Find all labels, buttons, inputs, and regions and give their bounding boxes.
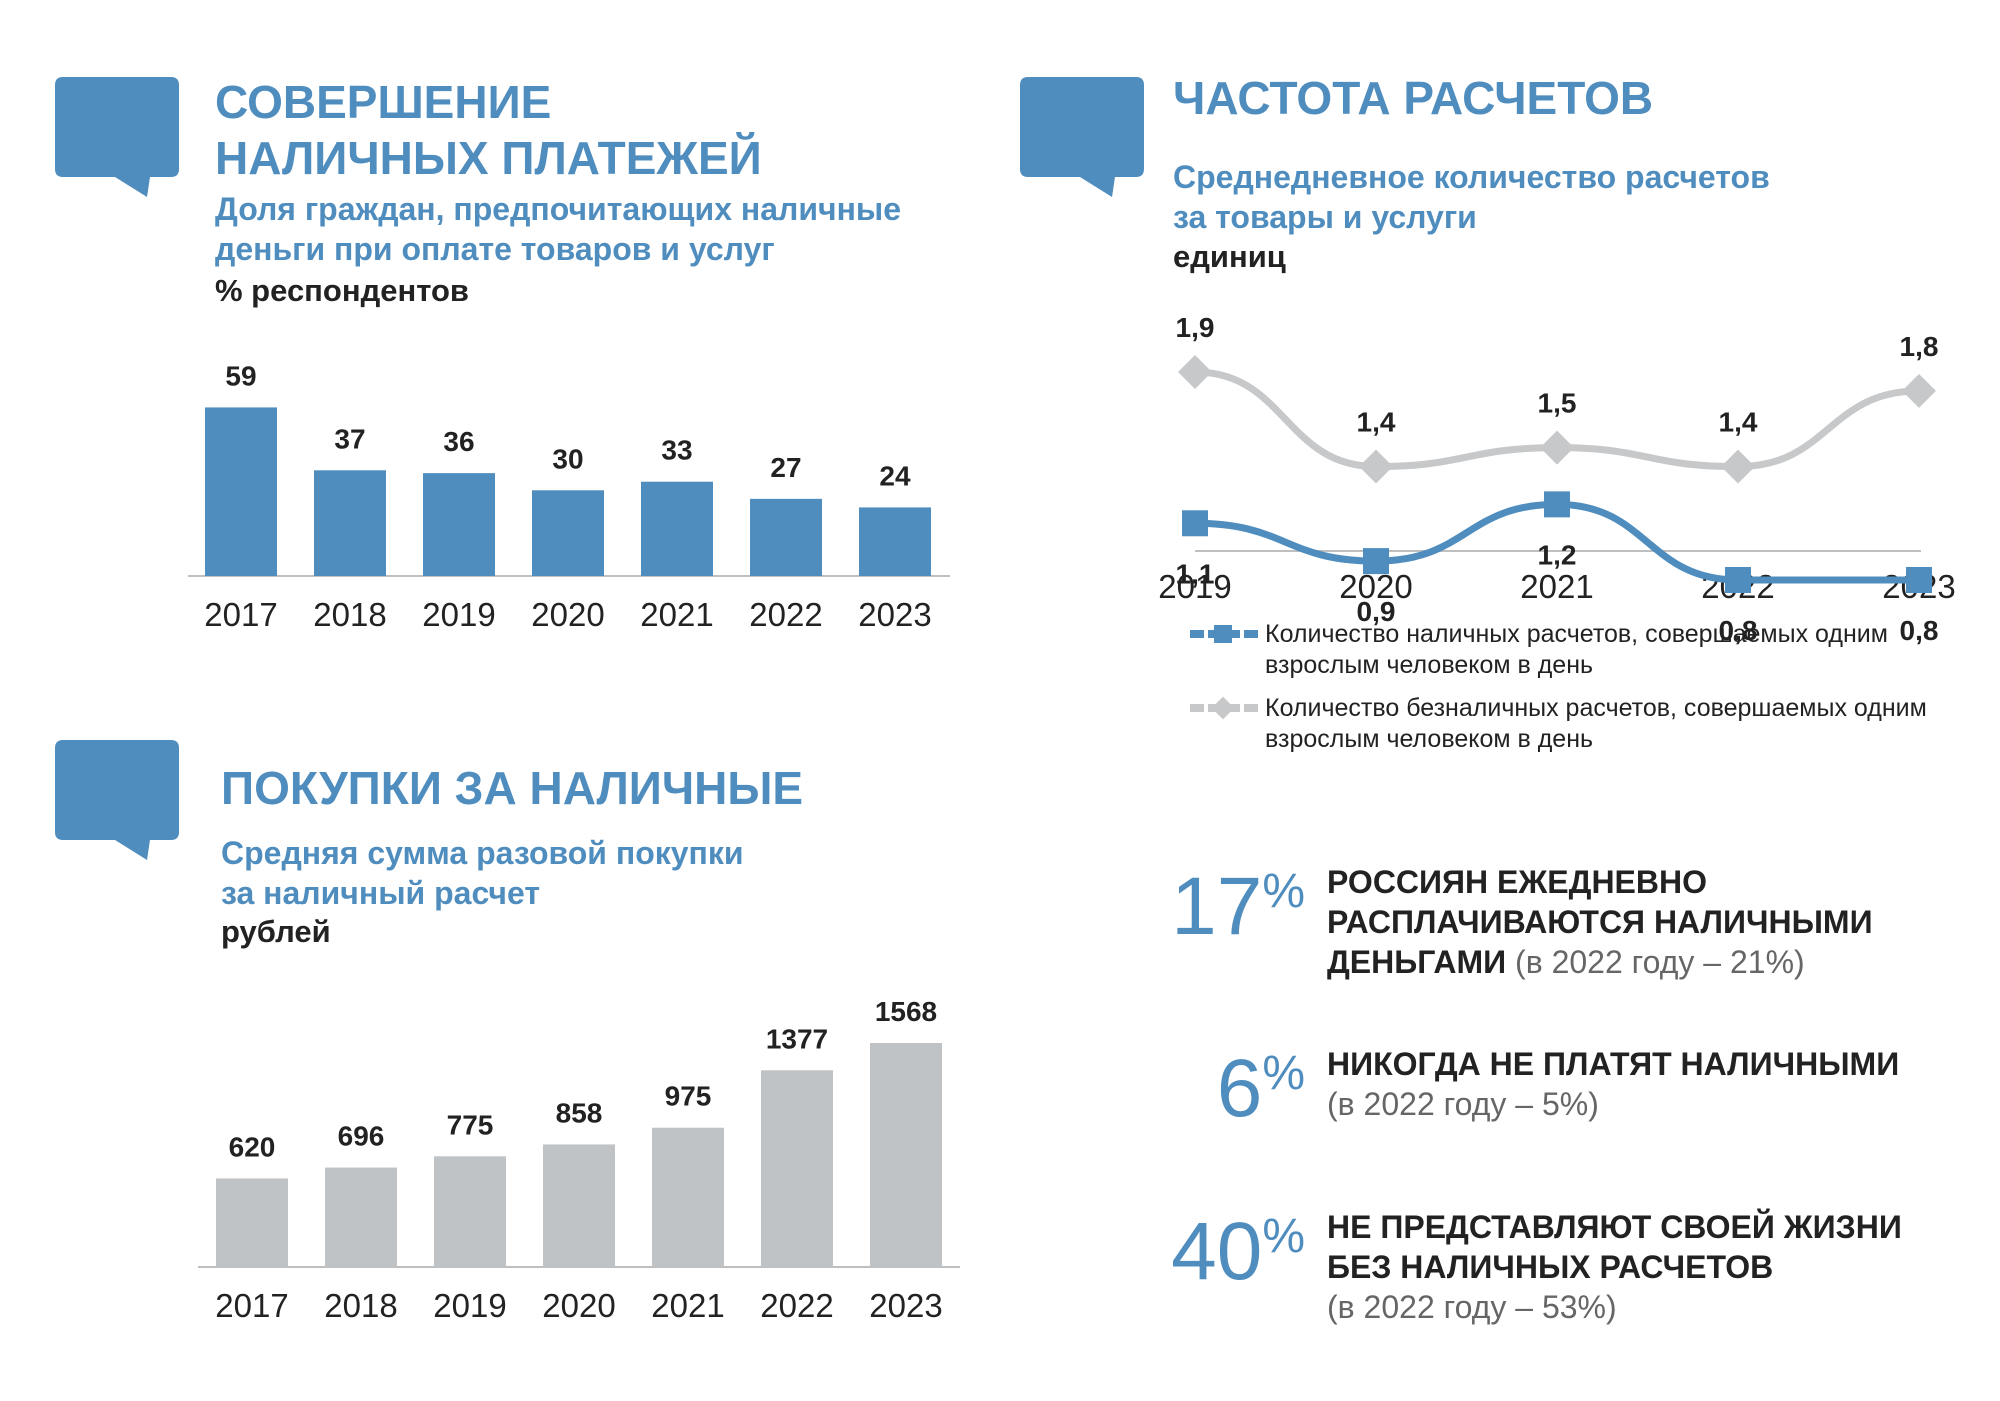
bar-2023: [859, 507, 931, 576]
cashless-value-label: 1,8: [1900, 331, 1939, 362]
bar-value-label: 24: [879, 460, 911, 491]
frequency-unit: единиц: [1173, 239, 1286, 274]
bar-value-label: 858: [556, 1097, 603, 1128]
bar-2021: [641, 481, 713, 576]
bar-2022: [750, 498, 822, 576]
frequency-subtitle: Среднедневное количество расчетов за тов…: [1173, 159, 1770, 235]
cash-value-label: 1,1: [1176, 558, 1215, 589]
cash-value-label: 0,8: [1719, 615, 1758, 646]
cash-payments-title: СОВЕРШЕНИЕ НАЛИЧНЫХ ПЛАТЕЖЕЙ: [215, 76, 762, 184]
cashless-point-marker: [1721, 449, 1755, 484]
cash-value-label: 0,9: [1357, 596, 1396, 627]
cash-purchases-bar-chart: 620 2017 696 2018 775 2019 858 2020 975 2021 1377 2…: [198, 996, 960, 1324]
cashless-point-marker: [1540, 430, 1574, 465]
stat-note: (в 2022 году – 5%): [1327, 1086, 1599, 1122]
x-tick-label: 2021: [1520, 568, 1593, 605]
cashless-value-label: 1,4: [1357, 407, 1396, 438]
stat-note: (в 2022 году – 21%): [1515, 944, 1805, 980]
x-tick-label: 2020: [542, 1287, 615, 1324]
x-tick-label: 2017: [204, 596, 277, 633]
bar-value-label: 1377: [766, 1023, 828, 1054]
stat-cannot-live-without-cash: 40% НЕ ПРЕДСТАВЛЯЮТ СВОЕЙ ЖИЗНИ БЕЗ НАЛИ…: [1140, 1207, 1960, 1337]
bar-value-label: 30: [552, 443, 583, 474]
stat-number: 6%: [1216, 1043, 1305, 1134]
stat-text: НЕ ПРЕДСТАВЛЯЮТ СВОЕЙ ЖИЗНИ БЕЗ НАЛИЧНЫХ…: [1327, 1209, 1902, 1285]
speech-bubble-icon: [1020, 77, 1144, 197]
speech-bubble-icon: [55, 740, 179, 860]
bar-2020: [532, 490, 604, 576]
bar-2021: [652, 1127, 724, 1267]
cash-value-label: 0,8: [1900, 615, 1939, 646]
stat-text: НИКОГДА НЕ ПЛАТЯТ НАЛИЧНЫМИ: [1327, 1046, 1900, 1082]
cash-point-marker: [1906, 567, 1932, 593]
legend-item-cash: Количество наличных расчетов, совершаемы…: [1188, 619, 1948, 681]
bar-2017: [205, 407, 277, 576]
stat-number: 40%: [1171, 1206, 1305, 1297]
legend-label-cash: Количество наличных расчетов, совершаемы…: [1265, 620, 1888, 679]
x-tick-label: 2020: [531, 596, 604, 633]
bar-2022: [761, 1070, 833, 1267]
cash-payments-subtitle: Доля граждан, предпочитающих наличные де…: [215, 191, 902, 267]
cash-point-marker: [1544, 491, 1570, 518]
stat-text: РОССИЯН ЕЖЕДНЕВНО РАСПЛАЧИВАЮТСЯ НАЛИЧНЫ…: [1327, 864, 1873, 980]
legend-item-cashless: Количество безналичных расчетов, соверша…: [1188, 693, 1948, 755]
cash-point-marker: [1725, 567, 1751, 593]
legend-label-cashless: Количество безналичных расчетов, соверша…: [1265, 694, 1927, 753]
bar-value-label: 37: [334, 423, 365, 454]
stat-never-cash: 6% НИКОГДА НЕ ПЛАТЯТ НАЛИЧНЫМИ (в 2022 го…: [1140, 1044, 1960, 1174]
cash-point-marker: [1363, 548, 1389, 575]
bar-2017: [216, 1178, 288, 1267]
cashless-point-marker: [1359, 449, 1393, 484]
x-tick-label: 2023: [869, 1287, 942, 1324]
cash-payments-bar-chart: 59 2017 37 2018 36 2019 30 2020 33 2021 27 2022 24 20…: [188, 360, 950, 633]
frequency-line-chart: 201920202021202220231,91,41,51,41,81,10,…: [1158, 312, 1955, 646]
bar-value-label: 775: [447, 1109, 494, 1140]
frequency-legend: Количество наличных расчетов, совершаемы…: [1188, 619, 1948, 755]
x-tick-label: 2019: [422, 596, 495, 633]
bar-2023: [870, 1043, 942, 1267]
x-tick-label: 2022: [749, 596, 822, 633]
x-tick-label: 2017: [215, 1287, 288, 1324]
x-tick-label: 2018: [324, 1287, 397, 1324]
bar-value-label: 620: [229, 1131, 276, 1162]
cash-point-marker: [1182, 510, 1208, 537]
stat-daily-cash: 17% РОССИЯН ЕЖЕДНЕВНО РАСПЛАЧИВАЮТСЯ НАЛ…: [1140, 862, 1960, 992]
x-tick-label: 2019: [433, 1287, 506, 1324]
bar-value-label: 27: [770, 452, 801, 483]
x-tick-label: 2023: [858, 596, 931, 633]
cash-purchases-subtitle: Средняя сумма разовой покупки за наличны…: [221, 835, 744, 911]
stat-note: (в 2022 году – 53%): [1327, 1289, 1617, 1325]
bar-2018: [314, 470, 386, 576]
bar-value-label: 59: [225, 360, 256, 391]
cashless-value-label: 1,5: [1538, 388, 1577, 419]
cash-payments-unit: % респондентов: [215, 273, 469, 308]
cashless-value-label: 1,9: [1176, 312, 1215, 343]
cash-purchases-title: ПОКУПКИ ЗА НАЛИЧНЫЕ: [221, 762, 804, 814]
stat-number: 17%: [1171, 861, 1305, 952]
cashless-point-marker: [1178, 355, 1212, 389]
bar-value-label: 36: [443, 426, 474, 457]
bar-value-label: 975: [665, 1081, 712, 1112]
x-tick-label: 2018: [313, 596, 386, 633]
bar-2019: [423, 473, 495, 576]
legend-diamond-marker-icon: [1190, 697, 1258, 719]
bar-2019: [434, 1156, 506, 1267]
bar-2018: [325, 1167, 397, 1267]
x-tick-label: 2021: [651, 1287, 724, 1324]
cashless-point-marker: [1902, 373, 1936, 408]
x-tick-label: 2020: [1339, 568, 1412, 605]
bar-value-label: 1568: [875, 996, 937, 1027]
x-tick-label: 2019: [1158, 568, 1231, 605]
bar-2020: [543, 1144, 615, 1267]
cash-purchases-unit: рублей: [221, 914, 331, 949]
x-tick-label: 2022: [760, 1287, 833, 1324]
bar-value-label: 33: [661, 435, 692, 466]
speech-bubble-icon: [55, 77, 179, 197]
x-tick-label: 2021: [640, 596, 713, 633]
cash-value-label: 1,2: [1538, 539, 1577, 570]
frequency-title: ЧАСТОТА РАСЧЕТОВ: [1173, 72, 1654, 124]
legend-square-marker-icon: [1190, 625, 1258, 643]
bar-value-label: 696: [338, 1121, 385, 1152]
cashless-value-label: 1,4: [1719, 407, 1758, 438]
